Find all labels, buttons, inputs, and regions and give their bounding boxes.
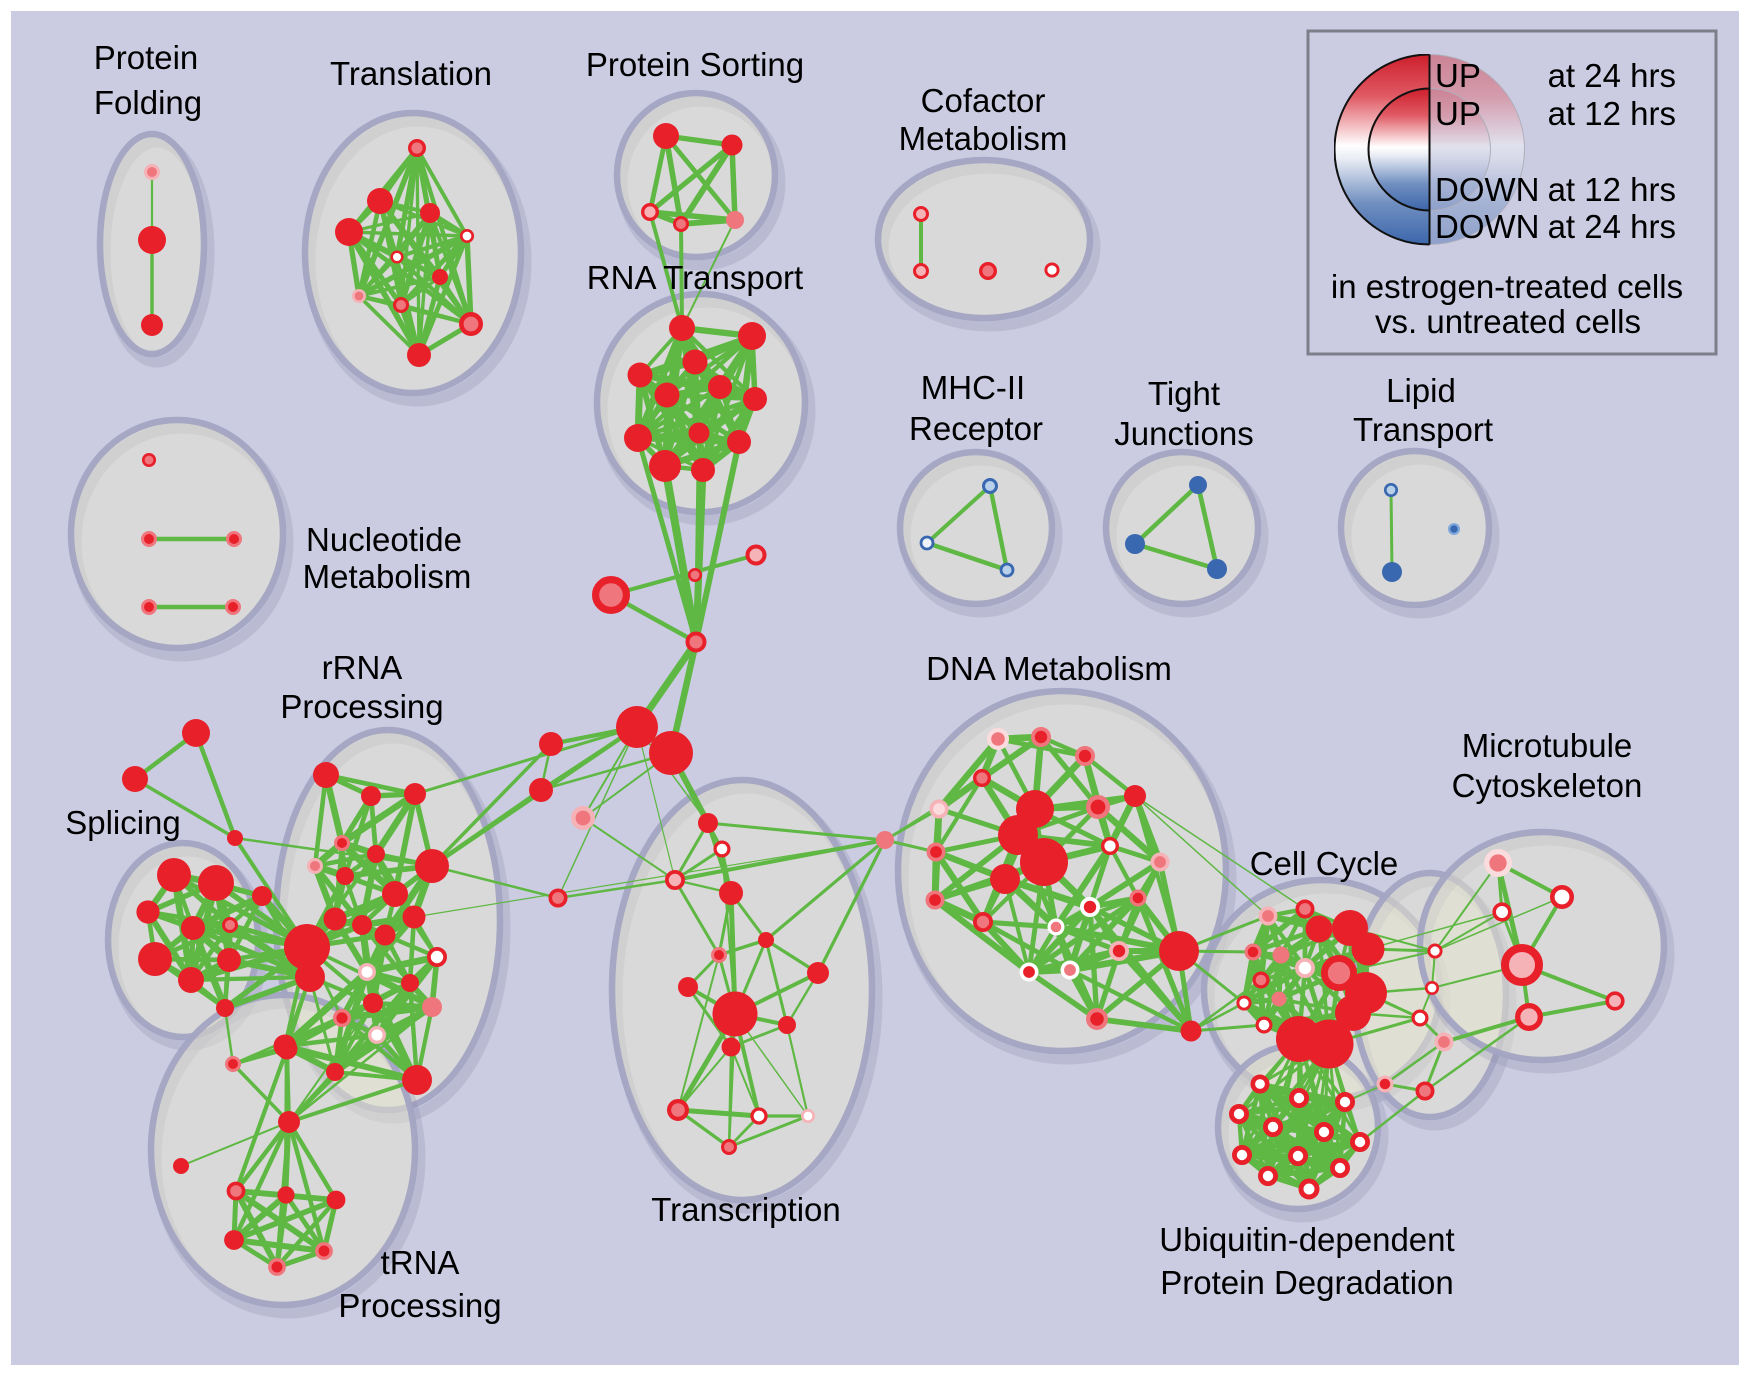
svg-text:Receptor: Receptor (909, 410, 1043, 447)
svg-text:Nucleotide: Nucleotide (306, 521, 462, 558)
svg-text:at 12 hrs: at 12 hrs (1548, 171, 1676, 208)
svg-text:Ubiquitin-dependent: Ubiquitin-dependent (1159, 1221, 1454, 1258)
svg-text:Lipid: Lipid (1386, 372, 1456, 409)
svg-text:Cytoskeleton: Cytoskeleton (1452, 767, 1643, 804)
svg-text:in estrogen-treated cells: in estrogen-treated cells (1331, 268, 1683, 305)
svg-text:DNA Metabolism: DNA Metabolism (926, 650, 1172, 687)
svg-text:Microtubule: Microtubule (1462, 727, 1633, 764)
svg-text:Metabolism: Metabolism (303, 558, 472, 595)
svg-text:rRNA: rRNA (322, 649, 403, 686)
svg-text:Folding: Folding (94, 84, 202, 121)
svg-text:Protein: Protein (94, 39, 199, 76)
svg-text:Protein Sorting: Protein Sorting (586, 46, 804, 83)
svg-text:RNA Transport: RNA Transport (587, 259, 803, 296)
svg-text:Cofactor: Cofactor (921, 82, 1046, 119)
svg-text:Transcription: Transcription (651, 1191, 841, 1228)
svg-text:at 24 hrs: at 24 hrs (1548, 57, 1676, 94)
svg-text:Metabolism: Metabolism (899, 120, 1068, 157)
svg-text:Processing: Processing (338, 1287, 501, 1324)
svg-text:Protein Degradation: Protein Degradation (1160, 1264, 1454, 1301)
svg-text:Transport: Transport (1353, 411, 1493, 448)
svg-text:at 24 hrs: at 24 hrs (1548, 208, 1676, 245)
svg-text:DOWN: DOWN (1435, 171, 1539, 208)
svg-text:Cell Cycle: Cell Cycle (1250, 845, 1399, 882)
svg-text:Tight: Tight (1148, 375, 1220, 412)
svg-text:UP: UP (1435, 57, 1481, 94)
svg-text:MHC-II: MHC-II (921, 369, 1025, 406)
svg-text:DOWN: DOWN (1435, 208, 1539, 245)
svg-text:Junctions: Junctions (1114, 415, 1253, 452)
svg-text:UP: UP (1435, 95, 1481, 132)
svg-text:vs. untreated cells: vs. untreated cells (1375, 303, 1641, 340)
svg-text:tRNA: tRNA (381, 1244, 460, 1281)
svg-text:Processing: Processing (280, 688, 443, 725)
svg-text:at 12 hrs: at 12 hrs (1548, 95, 1676, 132)
svg-text:Splicing: Splicing (65, 804, 181, 841)
svg-text:Translation: Translation (330, 55, 492, 92)
